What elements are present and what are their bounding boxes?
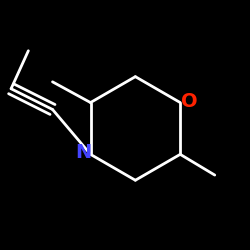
Text: O: O	[181, 92, 198, 111]
Text: N: N	[76, 144, 92, 163]
